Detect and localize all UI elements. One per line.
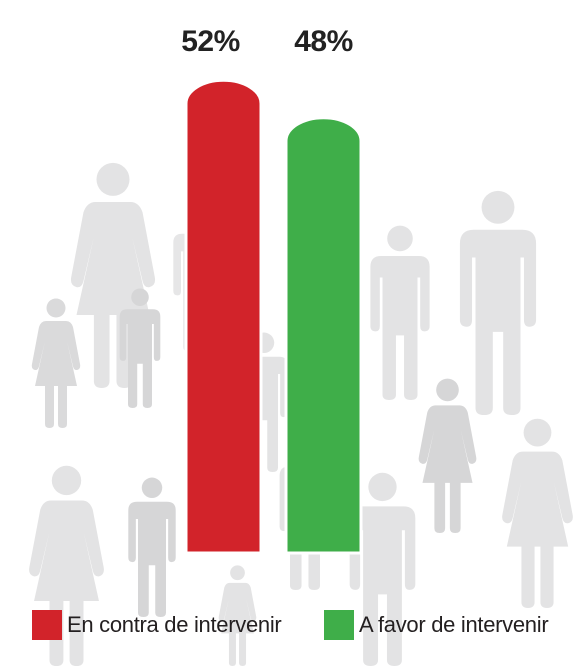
woman-icon — [418, 378, 477, 533]
woman-icon — [31, 298, 81, 428]
man-icon — [128, 477, 176, 617]
value-label-contra: 52% — [181, 25, 240, 58]
value-labels-layer: 52% 48% — [181, 25, 353, 58]
legend-label-contra: En contra de intervenir — [67, 612, 282, 637]
bar-favor — [284, 116, 363, 555]
man-icon — [370, 225, 430, 400]
legend-label-favor: A favor de intervenir — [359, 612, 549, 637]
value-label-favor: 48% — [294, 25, 353, 58]
legend-swatch-favor — [324, 610, 354, 640]
bar-contra — [184, 78, 263, 555]
man-icon — [459, 190, 537, 415]
bars-layer — [184, 78, 363, 555]
legend-item-favor: A favor de intervenir — [324, 605, 549, 645]
legend-item-contra: En contra de intervenir — [32, 605, 282, 645]
woman-icon — [502, 418, 573, 608]
legend: En contra de intervenir A favor de inter… — [0, 605, 576, 645]
legend-swatch-contra — [32, 610, 62, 640]
